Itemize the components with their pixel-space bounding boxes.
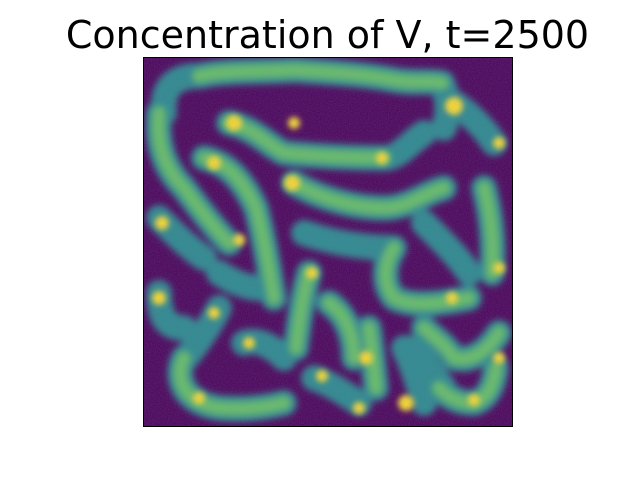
figure-title: Concentration of V, t=2500: [65, 13, 590, 57]
noise-overlay: [144, 58, 512, 426]
concentration-heatmap: [143, 57, 513, 427]
